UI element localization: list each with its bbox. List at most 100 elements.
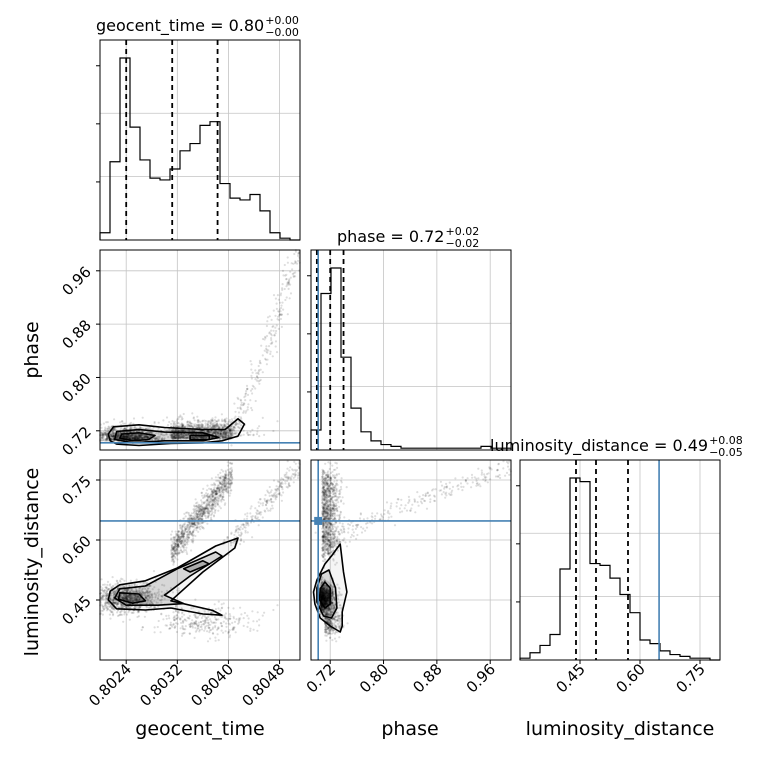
sample-point bbox=[207, 624, 210, 627]
sample-point bbox=[176, 622, 179, 626]
sample-point bbox=[168, 627, 171, 630]
sample-point bbox=[254, 378, 257, 381]
sample-point bbox=[255, 511, 258, 514]
sample-point bbox=[239, 399, 243, 402]
sample-point bbox=[271, 355, 274, 358]
sample-point bbox=[271, 504, 274, 507]
sample-point bbox=[181, 625, 184, 628]
sample-point bbox=[249, 360, 252, 363]
sample-point bbox=[286, 313, 289, 316]
sample-point bbox=[200, 422, 203, 425]
sample-point bbox=[220, 435, 223, 438]
sample-point bbox=[246, 387, 249, 390]
sample-point bbox=[206, 436, 209, 439]
sample-point bbox=[113, 418, 116, 421]
sample-point bbox=[175, 542, 178, 546]
sample-point bbox=[141, 416, 144, 419]
sample-point bbox=[207, 430, 210, 433]
sample-point bbox=[130, 434, 134, 437]
sample-point bbox=[254, 387, 257, 390]
sample-point bbox=[251, 371, 254, 374]
sample-point bbox=[274, 314, 277, 317]
sample-point bbox=[210, 497, 213, 500]
sample-point bbox=[270, 337, 273, 340]
sample-point bbox=[217, 509, 220, 512]
sample-point bbox=[187, 540, 190, 543]
sample-point bbox=[105, 586, 108, 589]
sample-point bbox=[217, 419, 220, 422]
sample-point bbox=[208, 513, 211, 516]
sample-point bbox=[237, 397, 240, 401]
sample-point bbox=[222, 631, 225, 634]
sample-point bbox=[275, 329, 278, 333]
sample-point bbox=[207, 420, 210, 423]
sample-point bbox=[276, 487, 280, 490]
sample-point bbox=[131, 436, 134, 440]
sample-point bbox=[209, 618, 212, 621]
sample-point bbox=[288, 297, 291, 300]
sample-point bbox=[219, 432, 222, 435]
sample-point bbox=[269, 350, 272, 353]
sample-point bbox=[240, 401, 243, 404]
sample-point bbox=[250, 406, 253, 410]
sample-point bbox=[278, 313, 281, 316]
sample-point bbox=[175, 432, 178, 436]
sample-point bbox=[176, 534, 179, 537]
sample-point bbox=[101, 613, 104, 616]
sample-point bbox=[226, 478, 229, 481]
sample-point bbox=[220, 413, 223, 416]
sample-point bbox=[194, 423, 197, 426]
sample-point bbox=[181, 429, 184, 432]
sample-point bbox=[145, 435, 148, 438]
sample-point bbox=[141, 626, 144, 629]
sample-point bbox=[252, 434, 255, 437]
sample-point bbox=[185, 546, 188, 549]
sample-point bbox=[285, 278, 288, 281]
sample-point bbox=[142, 430, 145, 433]
sample-point bbox=[194, 598, 197, 601]
sample-point bbox=[183, 527, 186, 530]
sample-point bbox=[273, 334, 276, 337]
sample-point bbox=[282, 308, 285, 311]
sample-point bbox=[227, 434, 230, 437]
sample-point bbox=[244, 513, 247, 516]
sample-point bbox=[123, 613, 126, 616]
sample-point bbox=[281, 283, 284, 286]
sample-point bbox=[228, 494, 231, 497]
sample-point bbox=[258, 618, 261, 621]
sample-point bbox=[277, 298, 280, 301]
sample-point bbox=[251, 515, 254, 518]
sample-point bbox=[173, 626, 176, 629]
sample-point bbox=[251, 610, 254, 613]
sample-point bbox=[247, 433, 250, 436]
sample-point bbox=[129, 434, 133, 437]
sample-point bbox=[239, 543, 242, 546]
sample-point bbox=[279, 482, 283, 485]
sample-point bbox=[290, 475, 293, 478]
sample-point bbox=[100, 578, 103, 581]
sample-point bbox=[208, 431, 211, 435]
sample-point bbox=[222, 620, 225, 623]
sample-point bbox=[246, 614, 249, 617]
sample-point bbox=[162, 419, 165, 422]
sample-point bbox=[191, 436, 194, 439]
sample-point bbox=[185, 437, 188, 440]
sample-point bbox=[109, 604, 112, 607]
sample-point bbox=[264, 499, 267, 502]
sample-point bbox=[226, 422, 229, 425]
sample-point bbox=[101, 596, 104, 599]
sample-point bbox=[119, 613, 122, 616]
sample-point bbox=[189, 625, 192, 628]
sample-point bbox=[128, 618, 131, 621]
sample-point bbox=[197, 627, 200, 630]
sample-point bbox=[209, 422, 212, 425]
sample-point bbox=[235, 525, 238, 528]
sample-point bbox=[168, 617, 171, 620]
sample-point bbox=[186, 420, 189, 423]
sample-point bbox=[188, 425, 191, 428]
sample-point bbox=[220, 622, 223, 625]
sample-point bbox=[207, 626, 211, 629]
sample-point bbox=[214, 416, 217, 419]
sample-point bbox=[256, 430, 259, 433]
sample-point bbox=[246, 515, 249, 518]
